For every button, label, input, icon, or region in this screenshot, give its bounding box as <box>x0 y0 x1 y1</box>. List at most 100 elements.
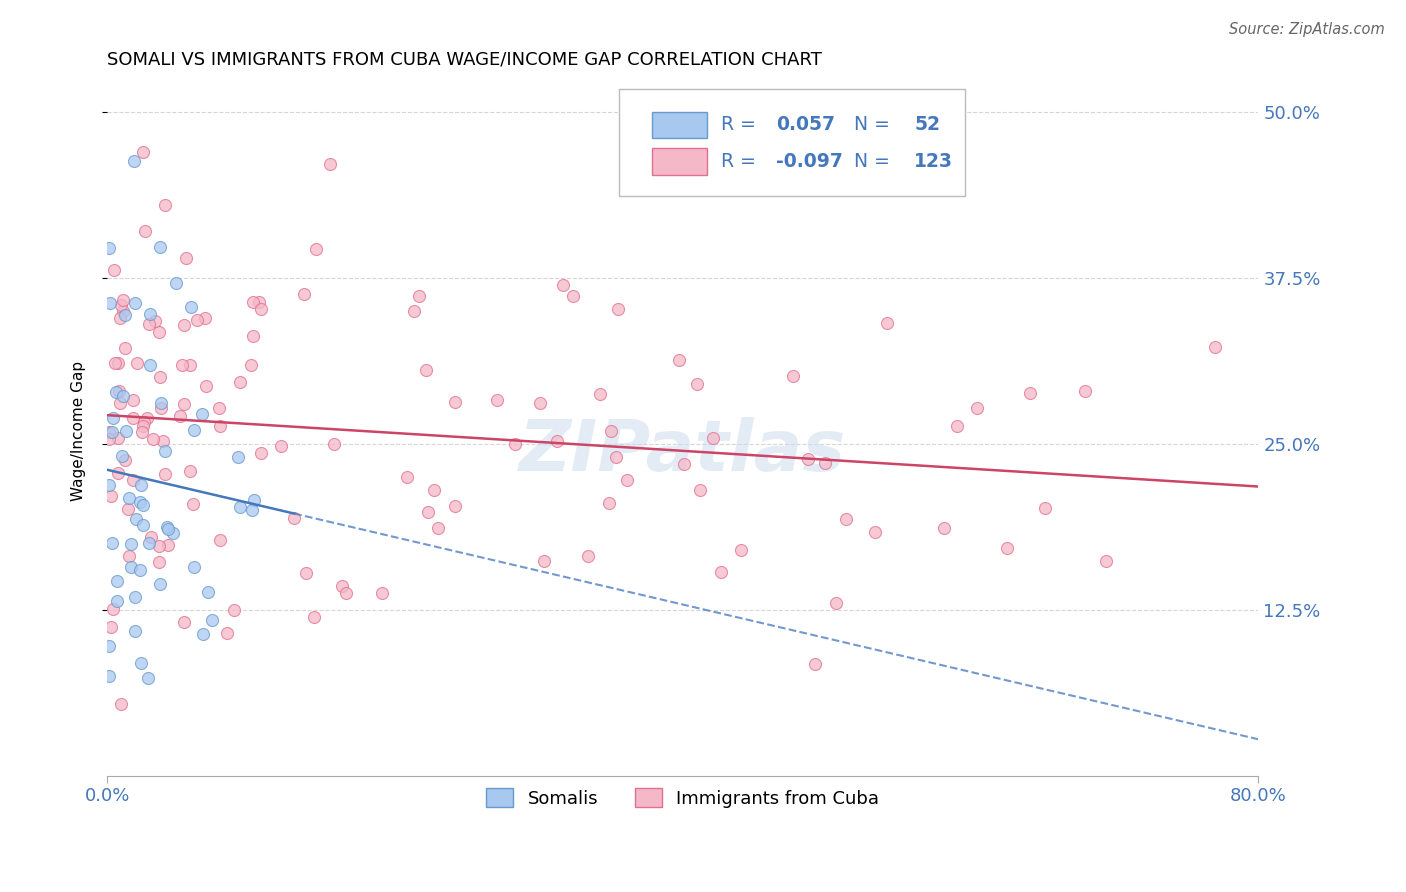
Point <box>946 418 969 433</box>
Point <box>834 511 856 525</box>
Point <box>444 395 467 409</box>
Point <box>1094 554 1116 568</box>
Point <box>101 411 124 425</box>
Point <box>503 437 526 451</box>
Point <box>578 549 600 564</box>
Text: Source: ZipAtlas.com: Source: ZipAtlas.com <box>1229 22 1385 37</box>
Point <box>111 449 134 463</box>
Point <box>302 610 325 624</box>
Point <box>371 586 394 600</box>
Point <box>616 473 638 487</box>
Point <box>155 444 177 458</box>
Point <box>179 358 201 372</box>
Point <box>97 669 120 683</box>
Point <box>318 157 340 171</box>
Point <box>173 318 195 332</box>
Point <box>124 296 146 310</box>
Point <box>107 431 129 445</box>
Point <box>226 450 249 464</box>
Point <box>863 525 886 540</box>
Point <box>142 432 165 446</box>
Point <box>242 503 264 517</box>
Point <box>242 328 264 343</box>
Point <box>427 521 450 535</box>
Point <box>605 450 627 464</box>
Point <box>136 671 159 685</box>
Point <box>105 384 128 399</box>
Point <box>124 624 146 639</box>
Point <box>186 313 208 327</box>
Text: 0.057: 0.057 <box>776 115 835 135</box>
Point <box>135 411 157 425</box>
Point <box>97 425 120 439</box>
Point <box>138 358 160 372</box>
Point <box>112 293 135 308</box>
Point <box>139 530 162 544</box>
Point <box>125 512 148 526</box>
Point <box>148 325 170 339</box>
Point <box>239 358 262 372</box>
Point <box>156 522 179 536</box>
Point <box>143 313 166 327</box>
Point <box>107 356 129 370</box>
Text: 52: 52 <box>914 115 941 135</box>
Point <box>197 584 219 599</box>
Point <box>730 543 752 558</box>
Point <box>162 526 184 541</box>
Point <box>132 498 155 512</box>
Point <box>1019 385 1042 400</box>
Point <box>396 470 419 484</box>
Text: ZIPatlas: ZIPatlas <box>519 417 846 486</box>
Point <box>228 500 250 514</box>
Text: -0.097: -0.097 <box>776 152 844 171</box>
Point <box>169 409 191 423</box>
Point <box>561 289 583 303</box>
Point <box>247 295 270 310</box>
Point <box>408 289 430 303</box>
Point <box>129 494 152 508</box>
Point <box>710 565 733 579</box>
Point <box>607 301 630 316</box>
Point <box>242 492 264 507</box>
Point <box>118 549 141 563</box>
Text: SOMALI VS IMMIGRANTS FROM CUBA WAGE/INCOME GAP CORRELATION CHART: SOMALI VS IMMIGRANTS FROM CUBA WAGE/INCO… <box>107 51 823 69</box>
Text: N =: N = <box>842 152 896 171</box>
Point <box>122 411 145 425</box>
Point <box>183 497 205 511</box>
Point <box>149 577 172 591</box>
Point <box>129 478 152 492</box>
Point <box>104 356 127 370</box>
Point <box>107 466 129 480</box>
Text: R =: R = <box>721 152 762 171</box>
FancyBboxPatch shape <box>620 89 965 196</box>
Point <box>122 154 145 169</box>
Point <box>149 370 172 384</box>
Point <box>173 615 195 629</box>
Point <box>600 425 623 439</box>
Point <box>97 639 120 653</box>
Point <box>156 520 179 534</box>
Point <box>170 358 193 372</box>
Point <box>114 341 136 355</box>
Point <box>100 489 122 503</box>
Point <box>529 396 551 410</box>
Legend: Somalis, Immigrants from Cuba: Somalis, Immigrants from Cuba <box>479 780 886 814</box>
Point <box>97 477 120 491</box>
Point <box>193 627 215 641</box>
Point <box>110 298 132 312</box>
Point <box>814 456 837 470</box>
Point <box>402 303 425 318</box>
Point <box>598 496 620 510</box>
Point <box>153 467 176 481</box>
Point <box>323 436 346 450</box>
Point <box>97 241 120 255</box>
Point <box>122 473 145 487</box>
Point <box>152 434 174 448</box>
Point <box>150 401 173 415</box>
Point <box>215 626 238 640</box>
Point <box>418 505 440 519</box>
Point <box>673 458 696 472</box>
Point <box>115 424 138 438</box>
Point <box>153 198 176 212</box>
Point <box>138 535 160 549</box>
